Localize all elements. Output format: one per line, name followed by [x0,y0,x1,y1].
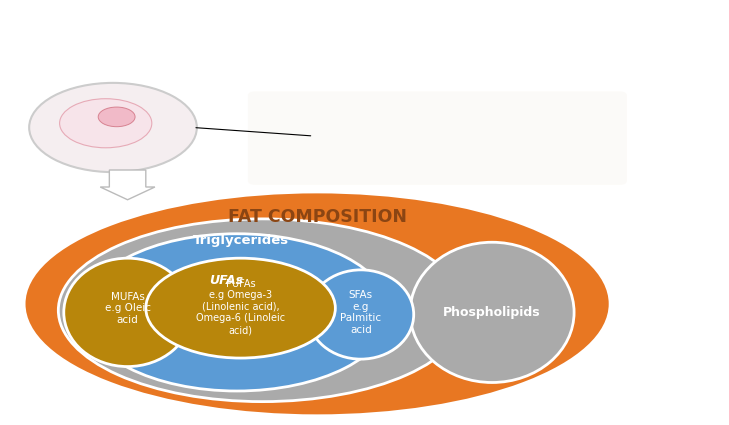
FancyBboxPatch shape [248,91,627,185]
Text: Triglycerides: Triglycerides [192,234,289,246]
Ellipse shape [26,193,609,414]
Text: FAT COMPOSITION: FAT COMPOSITION [227,208,407,226]
Ellipse shape [410,242,574,382]
Text: UFAs: UFAs [209,274,243,287]
Ellipse shape [146,258,335,358]
Text: PUFAs
e.g Omega-3
(Linolenic acid),
Omega-6 (Linoleic
acid): PUFAs e.g Omega-3 (Linolenic acid), Omeg… [196,279,285,335]
Ellipse shape [84,234,390,391]
Text: SFAs
e.g
Palmitic
acid: SFAs e.g Palmitic acid [340,290,381,335]
Text: MUFAs
e.g Oleic
acid: MUFAs e.g Oleic acid [104,292,151,325]
Ellipse shape [63,258,191,366]
Ellipse shape [58,219,467,402]
Text: Phospholipids: Phospholipids [443,306,541,319]
Ellipse shape [308,270,414,359]
FancyArrow shape [100,170,155,200]
Ellipse shape [29,83,197,172]
Ellipse shape [60,99,152,148]
Ellipse shape [98,107,135,127]
